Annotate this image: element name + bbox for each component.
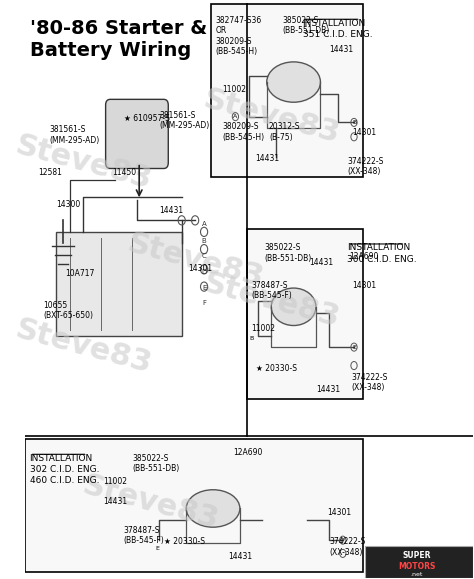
Text: .net: .net [410, 571, 423, 577]
FancyBboxPatch shape [246, 229, 363, 399]
Text: Steve83: Steve83 [200, 269, 343, 333]
Text: 10A717: 10A717 [65, 269, 95, 278]
Text: 381561-S
(MM-295-AD): 381561-S (MM-295-AD) [159, 111, 210, 130]
Text: 374222-S
(XX-348): 374222-S (XX-348) [347, 157, 383, 177]
Text: INSTALLATION
302 C.I.D. ENG.
460 C.I.D. ENG.: INSTALLATION 302 C.I.D. ENG. 460 C.I.D. … [29, 454, 99, 485]
Text: 14431: 14431 [309, 258, 333, 267]
Text: D: D [201, 269, 207, 275]
Text: E: E [155, 547, 159, 551]
Text: MOTORS: MOTORS [398, 562, 435, 570]
Text: A: A [233, 114, 237, 119]
Text: '80-86 Starter &
Battery Wiring: '80-86 Starter & Battery Wiring [29, 19, 207, 60]
Ellipse shape [271, 288, 316, 325]
Text: 382747-S36
OR
380209-S
(BB-545-H): 382747-S36 OR 380209-S (BB-545-H) [215, 16, 262, 56]
Text: B: B [249, 336, 253, 341]
FancyBboxPatch shape [25, 439, 363, 572]
Text: INSTALLATION
351 C.I.D. ENG.: INSTALLATION 351 C.I.D. ENG. [302, 19, 372, 39]
Text: 20312-S
(B-75): 20312-S (B-75) [269, 122, 301, 142]
FancyBboxPatch shape [211, 4, 363, 177]
Text: Steve83: Steve83 [124, 229, 266, 293]
Ellipse shape [267, 62, 320, 102]
Text: INSTALLATION
300 C.I.D. ENG.: INSTALLATION 300 C.I.D. ENG. [347, 243, 417, 263]
Text: 11002: 11002 [222, 85, 246, 94]
Text: 12A690: 12A690 [233, 448, 263, 457]
FancyBboxPatch shape [56, 232, 182, 336]
Text: E: E [352, 345, 356, 350]
Text: 11002: 11002 [251, 324, 275, 333]
Text: ★ 20330-S: ★ 20330-S [255, 364, 297, 373]
Text: Steve83: Steve83 [200, 85, 343, 149]
Text: 380209-S
(BB-545-H): 380209-S (BB-545-H) [222, 122, 264, 142]
Text: 14431: 14431 [329, 45, 354, 54]
Text: 14431: 14431 [255, 154, 280, 163]
Text: 14301: 14301 [327, 508, 351, 518]
Text: Steve83: Steve83 [12, 131, 155, 195]
Text: C: C [202, 253, 207, 259]
Text: ★ 20330-S: ★ 20330-S [164, 537, 205, 546]
Text: E: E [202, 285, 206, 291]
Text: 14301: 14301 [352, 281, 376, 290]
Text: B: B [202, 237, 207, 244]
Text: 10655
(BXT-65-650): 10655 (BXT-65-650) [43, 301, 93, 320]
Text: 374222-S
(XX-348): 374222-S (XX-348) [329, 537, 366, 556]
Text: SUPER: SUPER [402, 551, 431, 560]
Text: 381561-S
(MM-295-AD): 381561-S (MM-295-AD) [50, 125, 100, 145]
Text: 385022-S
(BB-551-DB): 385022-S (BB-551-DB) [264, 243, 312, 263]
Text: 14431: 14431 [159, 206, 183, 215]
Text: F: F [202, 301, 206, 306]
Ellipse shape [186, 490, 240, 527]
Text: Steve83: Steve83 [12, 315, 155, 379]
Text: 11450: 11450 [112, 168, 137, 178]
Text: 11002: 11002 [103, 477, 128, 486]
Text: 14301: 14301 [189, 263, 212, 273]
Text: 14300: 14300 [56, 200, 81, 209]
Text: 374222-S
(XX-348): 374222-S (XX-348) [352, 373, 388, 393]
Text: 14431: 14431 [316, 384, 340, 394]
Text: 14301: 14301 [352, 128, 376, 137]
Text: F: F [341, 538, 345, 543]
Text: 12A690: 12A690 [349, 252, 379, 261]
FancyBboxPatch shape [106, 100, 168, 168]
FancyBboxPatch shape [365, 546, 473, 578]
Text: 385022-S
(BB-551-DB): 385022-S (BB-551-DB) [132, 454, 180, 473]
Text: 378487-S
(BB-545-F): 378487-S (BB-545-F) [251, 281, 292, 301]
Text: 385022-S
(BB-551-DB): 385022-S (BB-551-DB) [283, 16, 329, 35]
Text: A: A [202, 221, 207, 228]
Text: 12581: 12581 [38, 168, 63, 178]
Text: 14431: 14431 [228, 552, 253, 560]
Text: Steve83: Steve83 [79, 471, 222, 535]
Text: 14431: 14431 [103, 497, 128, 506]
Text: B: B [352, 120, 356, 125]
Text: 378487-S
(BB-545-F): 378487-S (BB-545-F) [124, 526, 164, 545]
Text: ★ 610957-S: ★ 610957-S [124, 113, 169, 123]
